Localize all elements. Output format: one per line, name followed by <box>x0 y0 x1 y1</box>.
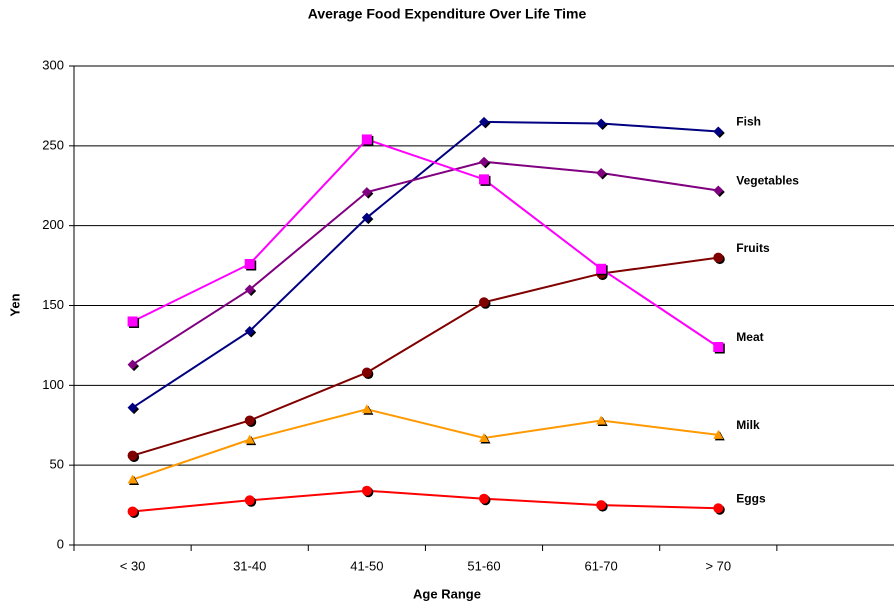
marker <box>713 185 724 196</box>
marker <box>361 485 372 496</box>
marker <box>479 297 489 308</box>
line <box>132 120 719 409</box>
marker <box>361 367 372 378</box>
line <box>132 160 719 366</box>
marker <box>361 212 372 223</box>
line <box>132 489 719 513</box>
marker <box>596 263 607 274</box>
marker <box>479 433 489 443</box>
marker <box>713 342 724 353</box>
marker <box>713 252 724 263</box>
y-tick-label: 50 <box>50 457 64 472</box>
marker <box>361 187 372 198</box>
y-tick-label: 300 <box>42 57 64 72</box>
legend-label: Milk <box>736 418 760 432</box>
marker <box>479 493 489 504</box>
marker <box>596 167 607 178</box>
marker <box>596 500 607 511</box>
marker <box>479 174 489 185</box>
marker <box>127 450 138 461</box>
y-axis-label: Yen <box>7 293 22 316</box>
marker <box>713 126 724 137</box>
x-axis-label: Age Range <box>413 586 481 601</box>
x-tick-label: 41-50 <box>350 558 383 573</box>
marker <box>244 495 255 506</box>
marker <box>596 415 607 425</box>
marker <box>127 359 138 370</box>
marker <box>361 134 372 145</box>
marker <box>361 404 372 414</box>
x-tick-label: 31-40 <box>233 558 266 573</box>
chart-title: Average Food Expenditure Over Life Time <box>308 6 587 22</box>
marker <box>244 434 255 444</box>
marker <box>244 284 255 295</box>
marker <box>596 118 607 129</box>
marker <box>479 116 489 127</box>
line <box>132 256 719 457</box>
marker <box>127 402 138 413</box>
marker <box>479 156 489 167</box>
marker <box>244 415 255 426</box>
x-tick-label: 61-70 <box>585 558 618 573</box>
legend-label: Vegetables <box>736 174 799 188</box>
marker <box>244 258 255 269</box>
legend-label: Eggs <box>736 491 766 505</box>
marker <box>127 474 138 484</box>
x-tick-label: > 70 <box>705 558 731 573</box>
y-tick-label: 150 <box>42 297 64 312</box>
marker <box>127 316 138 327</box>
legend-label: Fruits <box>736 241 770 255</box>
legend-label: Fish <box>736 115 761 129</box>
x-tick-label: < 30 <box>120 558 146 573</box>
x-tick-label: 51-60 <box>467 558 500 573</box>
line <box>132 138 719 348</box>
marker <box>713 503 724 514</box>
y-tick-label: 250 <box>42 137 64 152</box>
line <box>132 408 719 481</box>
y-tick-label: 100 <box>42 377 64 392</box>
marker <box>244 326 255 337</box>
legend-label: Meat <box>736 330 763 344</box>
y-tick-label: 200 <box>42 217 64 232</box>
marker <box>713 429 724 439</box>
marker <box>127 506 138 517</box>
y-tick-label: 0 <box>57 536 64 551</box>
